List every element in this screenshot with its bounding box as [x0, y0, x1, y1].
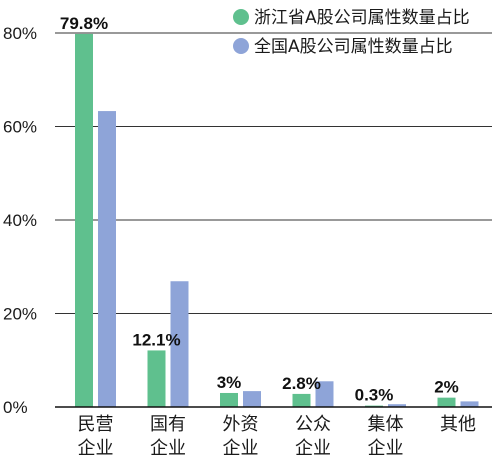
bar-national — [243, 391, 261, 407]
legend-item-zhejiang: 浙江省A股公司属性数量占比 — [233, 8, 470, 28]
bar-zhejiang — [75, 33, 93, 408]
gridlines — [55, 32, 492, 314]
legend-label-national: 全国A股公司属性数量占比 — [254, 37, 453, 57]
x-category-label: 民营 — [78, 414, 114, 435]
y-tick-label: 80% — [3, 24, 37, 43]
x-category-label: 公众 — [295, 414, 331, 435]
legend-marker-zhejiang — [233, 9, 249, 25]
y-tick-label: 0% — [3, 398, 28, 417]
y-tick-label: 40% — [3, 211, 37, 230]
bar-national — [98, 111, 116, 407]
legend-marker-national — [233, 38, 249, 54]
bar-zhejiang — [292, 393, 311, 407]
x-category-label: 企业 — [295, 438, 331, 459]
legend-label-zhejiang: 浙江省A股公司属性数量占比 — [254, 8, 470, 28]
legend-item-national: 全国A股公司属性数量占比 — [233, 37, 453, 57]
x-category-label: 企业 — [223, 438, 259, 459]
data-label: 3% — [217, 373, 242, 392]
x-category-label: 企业 — [78, 438, 114, 459]
bars — [75, 33, 479, 408]
bar-national — [315, 381, 334, 407]
y-tick-label: 20% — [3, 305, 37, 324]
y-tick-label: 60% — [3, 118, 37, 137]
data-label: 0.3% — [355, 386, 394, 405]
data-labels: 79.8% 12.1% 3% 2.8% 0.3% 2% — [60, 14, 459, 405]
data-label: 2% — [434, 378, 459, 397]
x-category-label: 企业 — [368, 438, 404, 459]
data-label: 2.8% — [282, 374, 321, 393]
bar-national — [388, 404, 406, 407]
x-category-label: 集体 — [368, 414, 404, 435]
legend: 浙江省A股公司属性数量占比 全国A股公司属性数量占比 — [233, 8, 470, 57]
bar-zhejiang — [437, 397, 456, 407]
x-category-label: 国有 — [150, 414, 186, 435]
bar-zhejiang — [147, 350, 166, 407]
bar-national — [170, 281, 189, 407]
bar-zhejiang — [220, 392, 238, 407]
data-label: 79.8% — [60, 14, 108, 33]
data-label: 12.1% — [132, 330, 180, 349]
bar-national — [460, 401, 479, 407]
x-category-label: 其他 — [440, 414, 476, 435]
x-category-label: 企业 — [150, 438, 186, 459]
x-category-label: 外资 — [223, 414, 259, 435]
